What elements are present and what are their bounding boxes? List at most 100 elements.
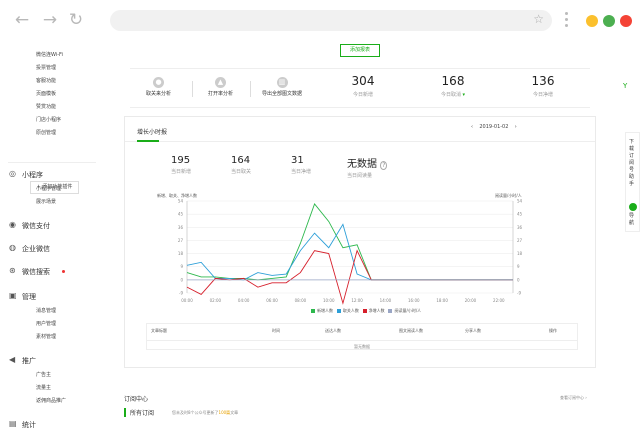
maximize-dot[interactable] <box>603 15 615 27</box>
sidebar-item-publisher[interactable]: 流量主 <box>36 385 52 391</box>
y-tick-label: 27 <box>178 238 184 243</box>
manage-icon: ▣ <box>9 291 17 300</box>
subscription-card: 订阅中心 查看订阅中心 › 所有订阅 您未及时8个公众号更新了100篇文章 <box>110 378 610 427</box>
subscription-link[interactable]: 查看订阅中心 › <box>560 395 587 400</box>
unfollow-analysis-link[interactable]: ● 取关来分析 <box>146 77 172 97</box>
back-icon[interactable]: ← <box>14 10 30 30</box>
sidebar-section-pay[interactable]: 微信支付 <box>22 222 50 230</box>
mini-stat-net: 31 当日净增 <box>291 155 312 175</box>
y-tick-label: -9 <box>179 291 183 296</box>
y2-tick-label: 0 <box>517 277 520 282</box>
promote-icon: ◀ <box>9 355 16 364</box>
reload-icon[interactable]: ↻ <box>68 10 84 30</box>
chevron-right-icon: › <box>585 395 587 400</box>
user-icon: ● <box>153 77 164 88</box>
y2-tick-label: 9 <box>517 264 520 269</box>
table-header: 送达人数 <box>325 328 341 333</box>
wecom-icon: ◍ <box>9 243 16 252</box>
mini-stat-reads: 无数据 ? 当日阅读量 <box>347 159 388 179</box>
table-header: 分享人数 <box>465 328 481 333</box>
stats-row: ● 取关来分析 ▲ 打开率分析 ▥ 导出全部图文数据 304 今日新增 168 … <box>130 68 590 108</box>
sidebar-item-reward[interactable]: 赞赏功能 <box>36 104 57 110</box>
y-tick-label: 0 <box>180 277 183 282</box>
y-tick-label: 45 <box>178 212 184 217</box>
add-plugin-button[interactable]: + 添加功能插件 <box>30 181 79 194</box>
download-helper-link[interactable]: 下载订阅号助手 <box>629 139 635 187</box>
table-empty-text: 暂无数据 <box>147 340 577 350</box>
legend-item: 净增人数 <box>362 308 385 313</box>
down-arrow-icon: ▾ <box>462 92 466 98</box>
main-content: 添加报表 ● 取关来分析 ▲ 打开率分析 ▥ 导出全部图文数据 304 今日新增… <box>110 40 610 427</box>
x-tick-label: 02:00 <box>210 298 222 303</box>
sidebar-section-manage[interactable]: 管理 <box>22 293 36 301</box>
active-tab-indicator <box>137 140 159 142</box>
add-report-button[interactable]: 添加报表 <box>340 44 380 57</box>
sidebar-item-scenes[interactable]: 展示场景 <box>36 199 57 205</box>
sidebar: 微信连Wi-Fi 投票管理 客服功能 页面模板 赞赏功能 门店小程序 原创管理 … <box>0 40 103 429</box>
address-bar[interactable]: ☆ <box>110 10 552 31</box>
open-rate-link[interactable]: ▲ 打开率分析 <box>208 77 234 97</box>
sidebar-item-materials[interactable]: 素材管理 <box>36 334 57 340</box>
sidebar-section-miniprogram[interactable]: 小程序 <box>22 171 43 179</box>
series-line-1 <box>186 203 513 281</box>
y2-tick-label: 45 <box>517 212 523 217</box>
sidebar-item-users[interactable]: 用户管理 <box>36 321 57 327</box>
sidebar-item-store[interactable]: 门店小程序 <box>36 117 62 123</box>
y-tick-label: 54 <box>178 199 184 204</box>
sidebar-item-advertiser[interactable]: 广告主 <box>36 372 52 378</box>
sidebar-item-miniprogram-manage[interactable]: 小程序管理 <box>36 186 62 192</box>
x-tick-label: 12:00 <box>351 298 363 303</box>
table-header: 时间 <box>272 328 280 333</box>
all-subscriptions-label: 所有订阅 <box>124 408 154 417</box>
date-picker[interactable]: ‹ 2019-01-02 › <box>471 124 517 130</box>
y2-tick-label: 18 <box>517 251 523 256</box>
sidebar-item-service[interactable]: 客服功能 <box>36 78 57 84</box>
x-tick-label: 04:00 <box>238 298 250 303</box>
sidebar-section-promote[interactable]: 推广 <box>22 357 36 365</box>
prev-day-icon[interactable]: ‹ <box>471 124 473 130</box>
forward-icon[interactable]: → <box>42 10 58 30</box>
y2-tick-label: -9 <box>517 291 521 296</box>
next-day-icon[interactable]: › <box>514 124 517 130</box>
right-axis-title: 阅读量/小时/人 <box>495 193 522 198</box>
subscription-title: 订阅中心 <box>124 396 149 403</box>
browser-toolbar: ← → ↻ ☆ <box>0 0 640 40</box>
sidebar-section-search[interactable]: 微信搜索 <box>22 268 50 276</box>
stat-cancel: 168 今日取消 ▾ <box>440 74 466 98</box>
close-dot[interactable] <box>620 15 632 27</box>
nav-link[interactable]: 导航 <box>629 213 635 226</box>
series-line-2 <box>186 223 513 281</box>
sidebar-divider <box>8 162 96 163</box>
sidebar-item-messages[interactable]: 消息管理 <box>36 308 57 314</box>
y2-tick-label: 27 <box>517 238 523 243</box>
x-tick-label: 06:00 <box>266 298 278 303</box>
sidebar-item-original[interactable]: 原创管理 <box>36 130 57 136</box>
minimize-dot[interactable] <box>586 15 598 27</box>
legend-item: 取关人数 <box>336 308 359 313</box>
sidebar-item-template[interactable]: 页面模板 <box>36 91 57 97</box>
menu-icon[interactable] <box>563 10 569 30</box>
table-header: 图文阅读人数 <box>399 328 423 333</box>
legend-item: 阅读量/小时/人 <box>388 308 421 313</box>
sidebar-item-rebate[interactable]: 返佣商品推广 <box>36 398 67 404</box>
stat-new: 304 今日新增 <box>351 74 375 98</box>
chart-icon: ▲ <box>215 77 226 88</box>
sidebar-section-stats[interactable]: 统计 <box>22 421 36 429</box>
subscription-desc: 您未及时8个公众号更新了100篇文章 <box>172 410 239 415</box>
y-tick-label: 18 <box>178 251 184 256</box>
x-tick-label: 10:00 <box>323 298 335 303</box>
articles-table: 文章标题 时间 送达人数 图文阅读人数 分享人数 操作 暂无数据 <box>146 323 578 350</box>
sidebar-section-wecom[interactable]: 企业微信 <box>22 245 50 253</box>
y2-tick-label: 36 <box>517 225 523 230</box>
sidebar-item-wifi[interactable]: 微信连Wi-Fi <box>36 52 63 58</box>
date-value[interactable]: 2019-01-02 <box>479 124 509 130</box>
growth-card: 添加报表 ● 取关来分析 ▲ 打开率分析 ▥ 导出全部图文数据 304 今日新增… <box>110 40 610 380</box>
filter-icon[interactable]: Y <box>623 82 628 90</box>
export-all-link[interactable]: ▥ 导出全部图文数据 <box>262 77 303 97</box>
growth-line-chart: 54 45 36 27 18 9 0 -9 54 45 36 27 18 9 0 -9 00:00 02:00 04… <box>178 199 523 305</box>
nav-icon <box>629 203 637 211</box>
star-icon[interactable]: ☆ <box>533 12 544 26</box>
x-tick-label: 14:00 <box>380 298 392 303</box>
sidebar-item-vote[interactable]: 投票管理 <box>36 65 57 71</box>
mini-stat-cancel: 164 当日取关 <box>231 155 252 175</box>
